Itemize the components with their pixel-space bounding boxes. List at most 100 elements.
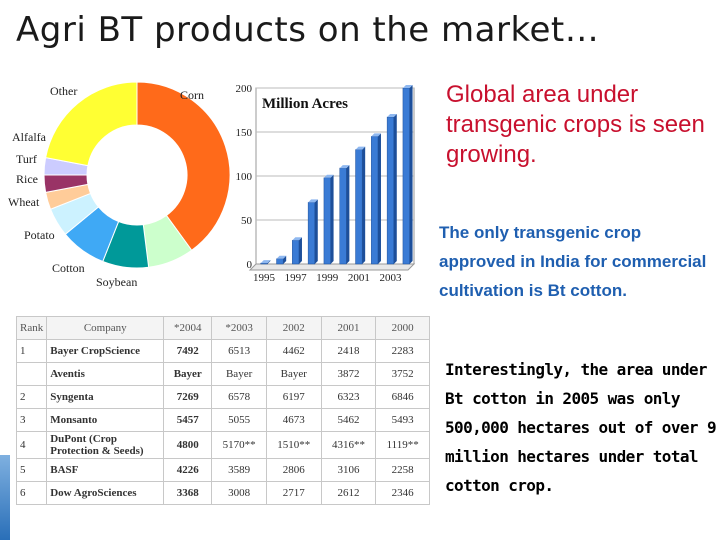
bar-top-1996: [276, 255, 287, 259]
donut-label-wheat: Wheat: [8, 195, 40, 209]
y-tick-label: 200: [236, 83, 253, 95]
donut-label-other: Other: [50, 84, 77, 98]
x-tick-label: 1995: [253, 272, 275, 284]
bt-cotton-statement: Interestingly, the area under Bt cotton …: [445, 360, 717, 495]
india-statement: The only transgenic crop approved in Ind…: [439, 223, 707, 300]
value-cell: 3589: [211, 458, 267, 482]
bar-side-1995: [267, 260, 271, 264]
table-header-cell: *2004: [163, 316, 213, 340]
value-cell: 4316**: [320, 431, 377, 459]
value-cell: 5170**: [211, 431, 267, 459]
value-cell: 2346: [375, 481, 430, 505]
bar-side-2001: [362, 146, 366, 264]
value-cell: 3368: [163, 481, 213, 505]
y-tick-label: 0: [247, 259, 253, 271]
rank-cell: 6: [15, 481, 48, 505]
value-cell: 6197: [265, 385, 322, 409]
value-cell: 2283: [375, 339, 430, 363]
company-cell: BASF: [46, 458, 165, 482]
x-tick-label: 2003: [379, 272, 402, 284]
table-row: 2 Syngenta 7269 6578 6197 6323 6846: [15, 385, 430, 409]
donut-label-turf: Turf: [16, 152, 37, 166]
donut-slice-other: [45, 81, 138, 167]
donut-label-alfalfa: Alfalfa: [12, 130, 47, 144]
value-cell: 4462: [265, 339, 322, 363]
rank-cell: 1: [15, 339, 48, 363]
growth-statement: Global area under transgenic crops is se…: [446, 81, 705, 168]
bar-top-1999: [323, 174, 334, 178]
table-header-cell: 2000: [375, 316, 430, 340]
value-cell: 1510**: [265, 431, 322, 459]
value-cell: 5055: [211, 408, 267, 432]
rank-cell: 4: [15, 431, 48, 459]
value-cell: 3008: [211, 481, 267, 505]
bar-2001: [355, 149, 363, 265]
value-cell: 4226: [163, 458, 213, 482]
company-cell: Monsanto: [46, 408, 165, 432]
bar-2002: [371, 136, 379, 265]
value-cell: 6846: [375, 385, 430, 409]
value-cell: 3752: [375, 362, 430, 386]
donut-label-cotton: Cotton: [52, 261, 85, 275]
bar-side-1998: [314, 199, 318, 264]
bar-side-2004: [409, 85, 413, 264]
value-cell: 1119**: [375, 431, 430, 459]
bar-top-1998: [308, 199, 318, 203]
table-row: 4 DuPont (Crop Protection & Seeds) 4800 517…: [15, 431, 430, 459]
company-cell: Aventis: [46, 362, 165, 386]
donut-slice-corn: [136, 81, 230, 251]
table-row: 5 BASF 4226 3589 2806 3106 2258: [15, 458, 430, 482]
bar-chart-title: Million Acres: [262, 96, 348, 112]
x-tick-label: 2001: [348, 272, 370, 284]
donut-label-corn: Corn: [180, 88, 204, 102]
table-header-cell: Company: [46, 316, 165, 340]
bar-top-1995: [260, 260, 271, 264]
bar-2004: [402, 87, 410, 265]
table-header-cell: Rank: [15, 316, 48, 340]
bar-top-2001: [355, 146, 366, 150]
value-cell: 5493: [375, 408, 430, 432]
value-cell: 2612: [320, 481, 377, 505]
bar-side-2000: [346, 165, 350, 264]
x-tick-label: 1997: [285, 272, 308, 284]
bar-2003: [386, 116, 395, 265]
table-header-cell: 2002: [265, 316, 322, 340]
bar-side-1999: [330, 174, 334, 264]
rank-cell: 5: [15, 458, 48, 482]
bar-1997: [292, 239, 300, 265]
y-tick-label: 50: [241, 215, 253, 227]
bar-side-2002: [377, 133, 381, 264]
company-cell: Bayer CropScience: [46, 339, 165, 363]
bar-1996: [276, 258, 284, 265]
donut-label-soybean: Soybean: [96, 275, 137, 289]
table-row: Aventis Bayer Bayer Bayer 3872 3752: [15, 362, 430, 386]
x-tick-label: 1999: [316, 272, 339, 284]
bar-top-1997: [292, 237, 302, 241]
value-cell: 6578: [211, 385, 267, 409]
y-tick-label: 100: [236, 171, 253, 183]
bar-2000: [339, 167, 347, 265]
company-sales-table: Rank Company *2004 *2003 2002 2001 2000 1 Bayer…: [15, 316, 430, 505]
table-row: 3 Monsanto 5457 5055 4673 5462 5493: [15, 408, 430, 432]
crop-donut-chart: Corn Soybean Cotton Potato Wheat Rice Turf Alfa…: [8, 81, 230, 289]
bar-top-2004: [402, 85, 413, 88]
bar-side-2003: [393, 114, 397, 264]
accent-bar: [0, 455, 10, 540]
value-cell: Bayer: [211, 362, 267, 386]
company-cell: Dow AgroSciences: [46, 481, 165, 505]
value-cell: Bayer: [265, 362, 322, 386]
value-cell: 5462: [320, 408, 377, 432]
value-cell: 7492: [163, 339, 213, 363]
bar-1999: [323, 177, 331, 265]
bar-chart-floor: [248, 263, 416, 271]
bar-side-1997: [298, 237, 302, 264]
rank-cell: [15, 362, 48, 386]
value-cell: 3106: [320, 458, 377, 482]
table-header-row: Rank Company *2004 *2003 2002 2001 2000: [15, 316, 430, 340]
company-cell: Syngenta: [46, 385, 165, 409]
value-cell: 5457: [163, 408, 213, 432]
value-cell: Bayer: [163, 362, 213, 386]
million-acres-bar-chart: 0 50 100 150 200 Million Acres 1995 1997 1999 200…: [236, 83, 416, 284]
value-cell: 7269: [163, 385, 213, 409]
donut-label-rice: Rice: [16, 172, 38, 186]
